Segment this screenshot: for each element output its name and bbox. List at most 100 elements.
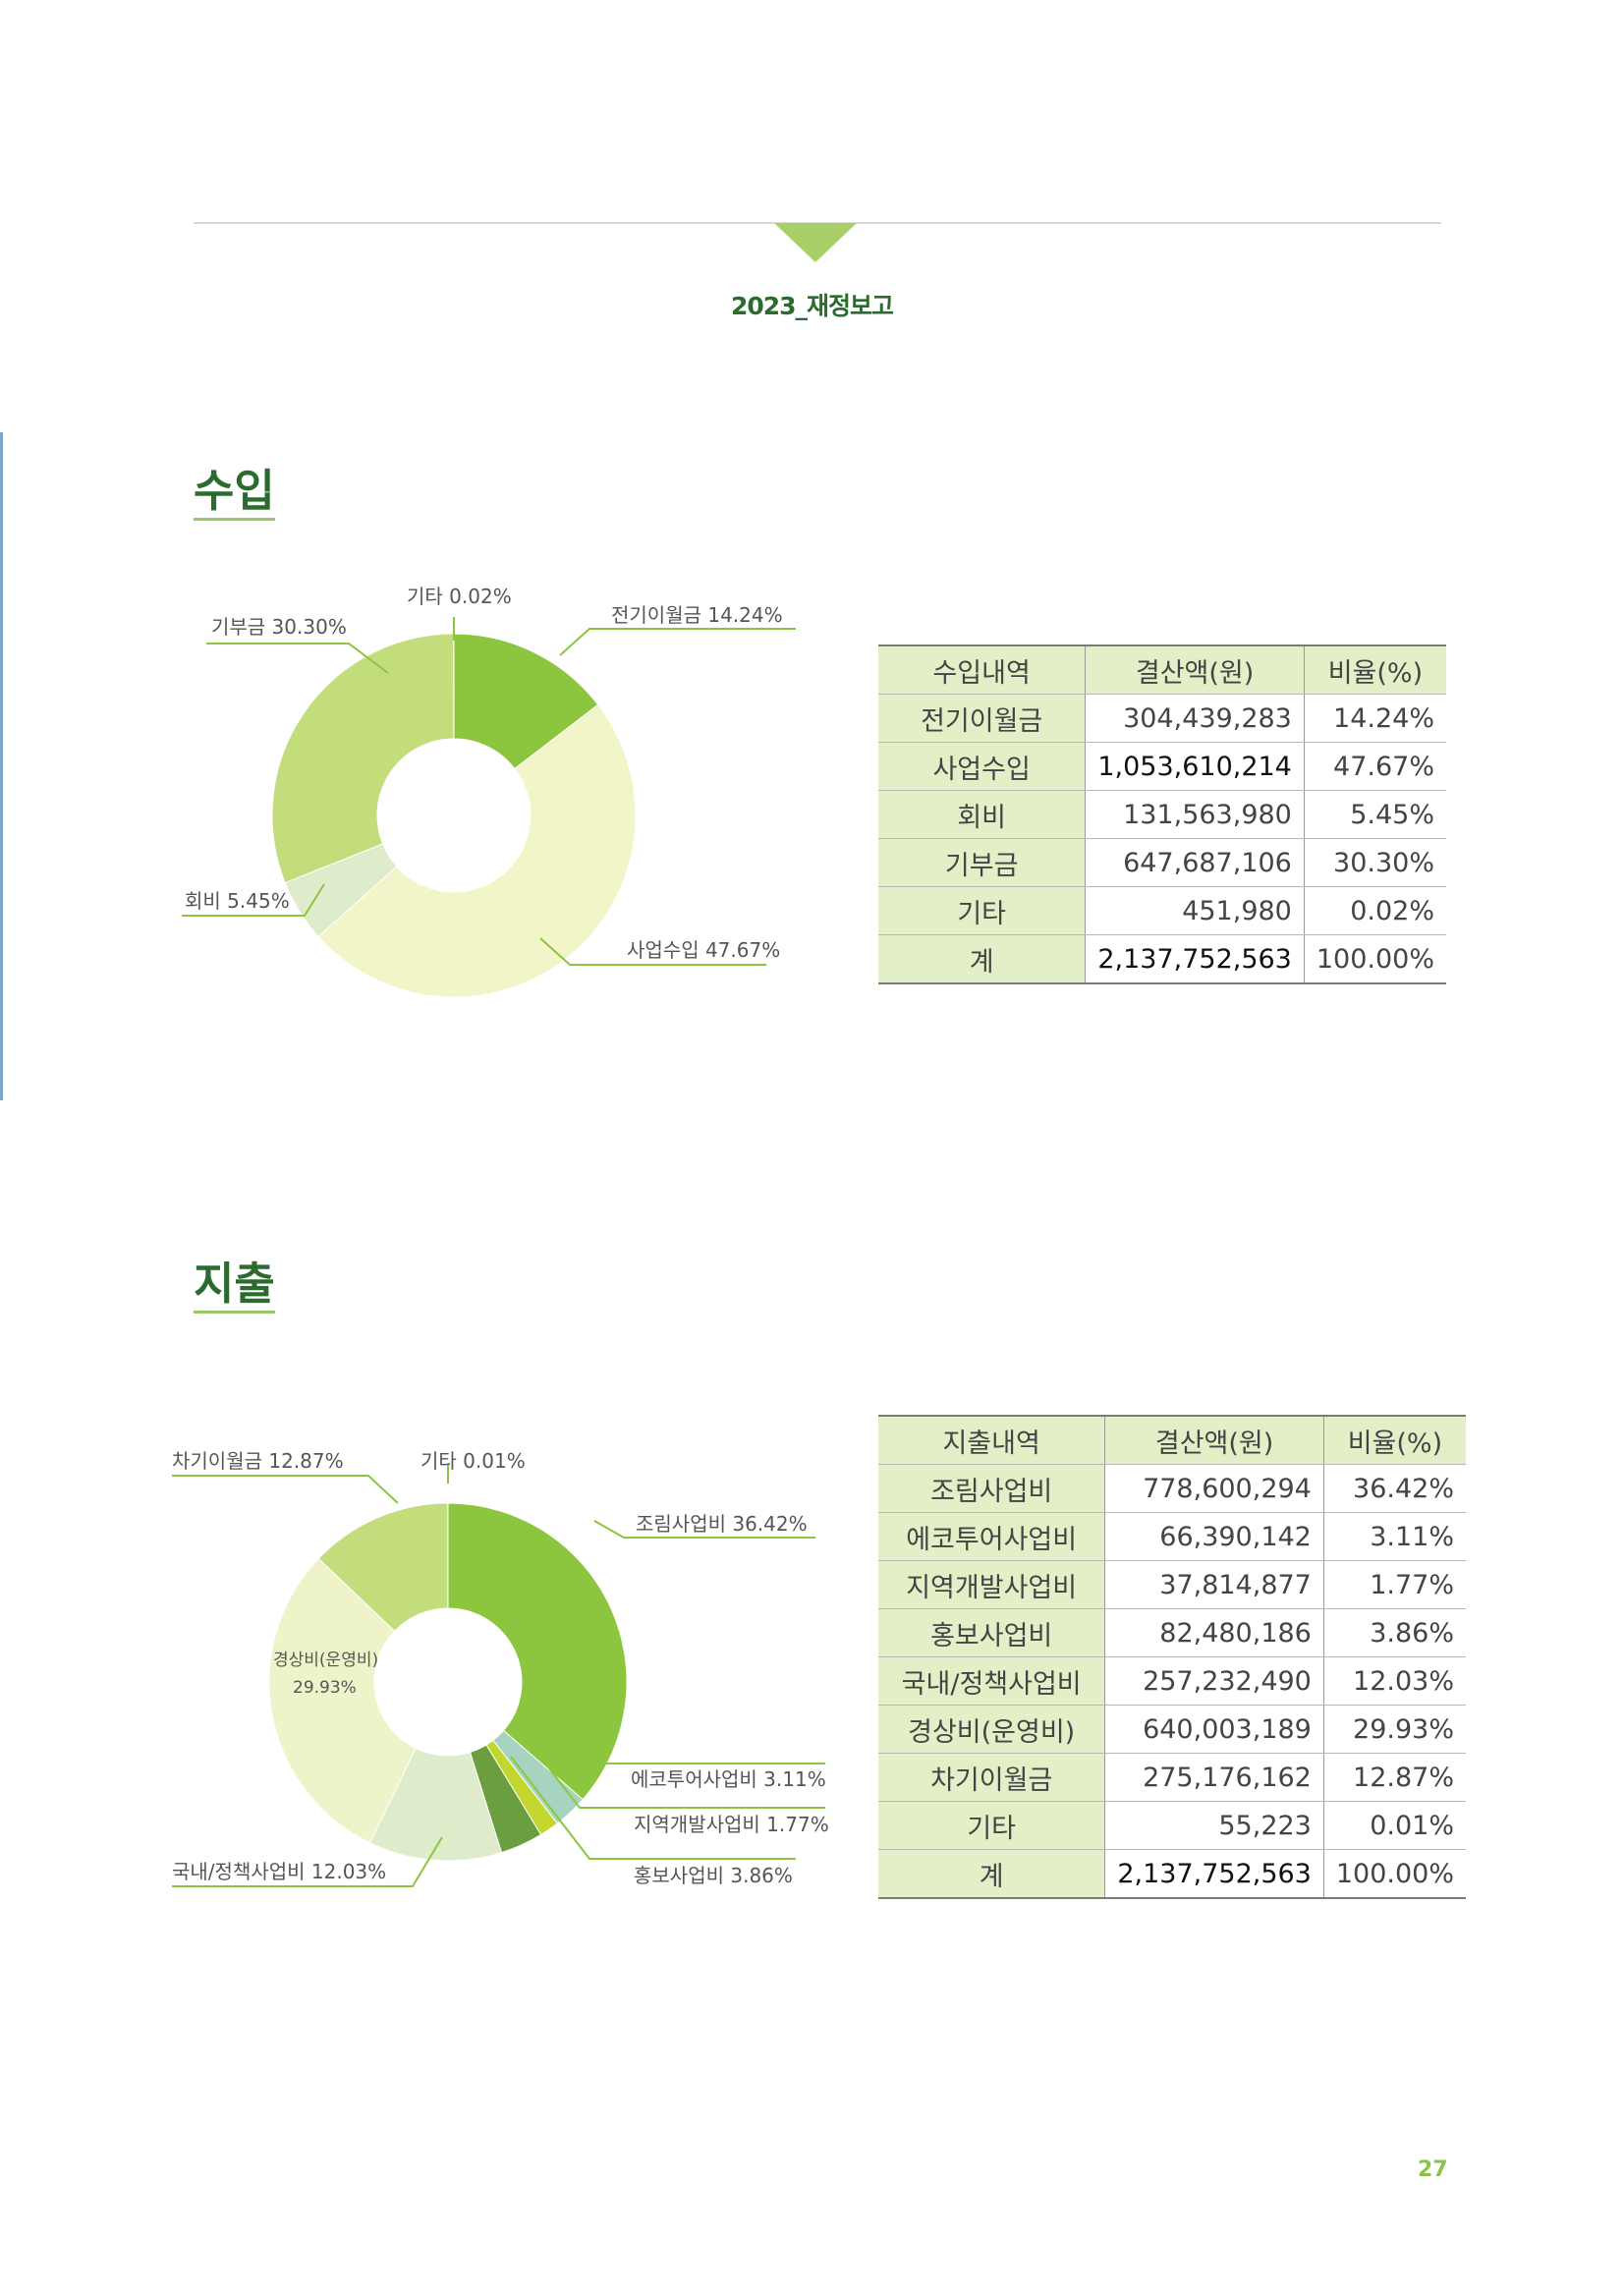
page-number: 27 — [1418, 2157, 1448, 2182]
expense-leader-carryover — [172, 1475, 399, 1504]
expense-category: 홍보사업비 — [878, 1608, 1106, 1657]
income-leader-dues — [182, 883, 325, 917]
left-edge-bar — [0, 432, 3, 1100]
expense-ratio: 12.03% — [1323, 1656, 1466, 1706]
income-amount: 131,563,980 — [1085, 790, 1305, 839]
expense-category: 에코투어사업비 — [878, 1512, 1106, 1561]
expense-label-carryover: 차기이월금 12.87% — [172, 1449, 344, 1473]
income-ratio: 100.00% — [1304, 934, 1446, 984]
header-triangle-marker — [774, 223, 857, 262]
income-leader-transfer — [559, 628, 796, 656]
expense-amount: 82,480,186 — [1104, 1608, 1324, 1657]
expense-ratio: 12.87% — [1323, 1753, 1466, 1802]
expense-amount: 66,390,142 — [1104, 1512, 1324, 1561]
table-row: 사업수입 1,053,610,214 47.67% — [878, 742, 1446, 791]
income-amount: 2,137,752,563 — [1085, 934, 1305, 984]
table-row: 국내/정책사업비 257,232,490 12.03% — [878, 1656, 1466, 1706]
income-category: 전기이월금 — [878, 694, 1087, 743]
income-col-ratio: 비율(%) — [1304, 644, 1446, 695]
table-row: 전기이월금 304,439,283 14.24% — [878, 694, 1446, 743]
table-row: 기타 451,980 0.02% — [878, 886, 1446, 935]
income-amount: 304,439,283 — [1085, 694, 1305, 743]
expense-label-operating: 경상비(운영비) — [273, 1651, 378, 1670]
income-label-dues: 회비 5.45% — [185, 889, 290, 913]
income-table-header-row: 수입내역 결산액(원) 비율(%) — [878, 644, 1446, 695]
income-ratio: 30.30% — [1304, 838, 1446, 887]
table-row: 기타 55,223 0.01% — [878, 1801, 1466, 1850]
income-col-category: 수입내역 — [878, 644, 1087, 695]
table-row-total: 계 2,137,752,563 100.00% — [878, 934, 1446, 984]
expense-leader-forest — [593, 1520, 815, 1539]
table-row: 경상비(운영비) 640,003,189 29.93% — [878, 1705, 1466, 1754]
income-ratio: 5.45% — [1304, 790, 1446, 839]
income-amount: 1,053,610,214 — [1085, 742, 1305, 791]
expense-donut-chart: 조림사업비 36.42% 에코투어사업비 3.11% 지역개발사업비 1.77%… — [172, 1449, 829, 1887]
expense-col-amount: 결산액(원) — [1104, 1415, 1324, 1465]
income-label-other: 기타 0.02% — [407, 585, 512, 608]
expense-leader-regional — [534, 1750, 825, 1809]
expense-slice-0 — [447, 1502, 628, 1801]
income-slice-0 — [453, 633, 599, 770]
table-row: 홍보사업비 82,480,186 3.86% — [878, 1608, 1466, 1657]
expense-category: 경상비(운영비) — [878, 1705, 1106, 1754]
page-header-title: 2023_재정보고 — [730, 292, 894, 320]
expense-col-category: 지출내역 — [878, 1415, 1106, 1465]
expense-category: 계 — [878, 1849, 1106, 1899]
income-label-business: 사업수입 47.67% — [627, 938, 780, 962]
table-row: 조림사업비 778,600,294 36.42% — [878, 1464, 1466, 1513]
table-row-total: 계 2,137,752,563 100.00% — [878, 1849, 1466, 1899]
expense-ratio: 3.86% — [1323, 1608, 1466, 1657]
income-ratio: 14.24% — [1304, 694, 1446, 743]
income-table: 수입내역 결산액(원) 비율(%) 전기이월금 304,439,283 14.2… — [878, 644, 1446, 984]
expense-amount: 257,232,490 — [1104, 1656, 1324, 1706]
expense-ratio: 0.01% — [1323, 1801, 1466, 1850]
expense-ratio: 3.11% — [1323, 1512, 1466, 1561]
expense-slice-6 — [317, 1502, 449, 1632]
expense-leader-promo — [510, 1756, 796, 1860]
income-amount: 451,980 — [1085, 886, 1305, 935]
income-leader-donation — [206, 643, 389, 674]
income-ratio: 0.02% — [1304, 886, 1446, 935]
expense-section-title: 지출 — [194, 1260, 275, 1314]
table-row: 회비 131,563,980 5.45% — [878, 790, 1446, 839]
income-slice-1 — [317, 703, 637, 998]
table-row: 지역개발사업비 37,814,877 1.77% — [878, 1560, 1466, 1609]
expense-label-operating-pct: 29.93% — [293, 1678, 357, 1698]
expense-category: 차기이월금 — [878, 1753, 1106, 1802]
income-category: 계 — [878, 934, 1087, 984]
expense-leader-ecotour — [554, 1736, 825, 1764]
expense-label-other: 기타 0.01% — [420, 1449, 526, 1473]
expense-amount: 778,600,294 — [1104, 1464, 1324, 1513]
expense-table: 지출내역 결산액(원) 비율(%) 조림사업비 778,600,294 36.4… — [878, 1415, 1466, 1899]
expense-amount: 55,223 — [1104, 1801, 1324, 1850]
expense-label-regional: 지역개발사업비 1.77% — [634, 1813, 829, 1836]
table-row: 기부금 647,687,106 30.30% — [878, 838, 1446, 887]
income-label-donation: 기부금 30.30% — [211, 615, 347, 639]
income-category: 기타 — [878, 886, 1087, 935]
expense-ratio: 1.77% — [1323, 1560, 1466, 1609]
expense-label-promo: 홍보사업비 3.86% — [634, 1864, 793, 1887]
table-row: 차기이월금 275,176,162 12.87% — [878, 1753, 1466, 1802]
expense-leader-policy — [172, 1836, 443, 1887]
income-slice-3 — [271, 633, 455, 884]
income-leader-business — [539, 937, 766, 966]
expense-amount: 275,176,162 — [1104, 1753, 1324, 1802]
expense-col-ratio: 비율(%) — [1323, 1415, 1466, 1465]
income-category: 기부금 — [878, 838, 1087, 887]
table-row: 에코투어사업비 66,390,142 3.11% — [878, 1512, 1466, 1561]
expense-ratio: 29.93% — [1323, 1705, 1466, 1754]
income-col-amount: 결산액(원) — [1085, 644, 1305, 695]
expense-amount: 37,814,877 — [1104, 1560, 1324, 1609]
expense-table-header-row: 지출내역 결산액(원) 비율(%) — [878, 1415, 1466, 1465]
income-category: 회비 — [878, 790, 1087, 839]
income-category: 사업수입 — [878, 742, 1087, 791]
expense-category: 조림사업비 — [878, 1464, 1106, 1513]
expense-slice-5 — [268, 1557, 417, 1844]
income-ratio: 47.67% — [1304, 742, 1446, 791]
expense-label-forest: 조림사업비 36.42% — [636, 1512, 808, 1536]
income-donut-chart: 전기이월금 14.24% 사업수입 47.67% 회비 5.45% 기부금 30… — [182, 585, 796, 998]
expense-label-policy: 국내/정책사업비 12.03% — [172, 1860, 386, 1883]
expense-ratio: 100.00% — [1323, 1849, 1466, 1899]
expense-category: 지역개발사업비 — [878, 1560, 1106, 1609]
expense-category: 국내/정책사업비 — [878, 1656, 1106, 1706]
